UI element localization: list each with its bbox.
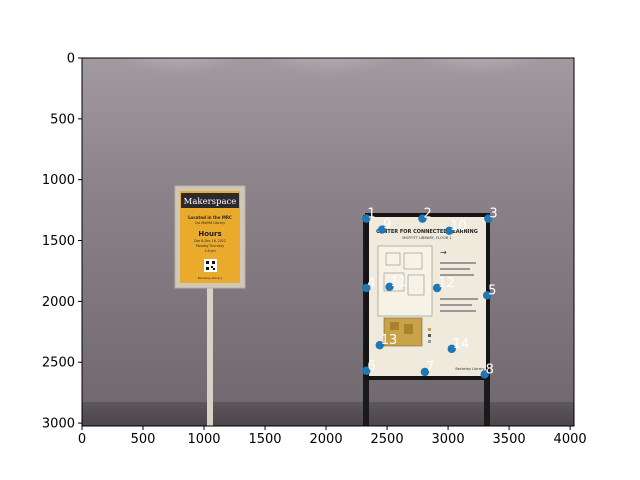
light-spot [240, 58, 420, 129]
light-spot [100, 58, 260, 124]
x-tick-label: 0 [78, 432, 86, 447]
sign-pole [207, 285, 213, 426]
scatter-point-8 [480, 370, 489, 379]
scatter-point-5 [482, 291, 492, 300]
x-tick-label: 2000 [310, 432, 343, 447]
x-tick-label: 500 [131, 432, 156, 447]
scatter-point-4 [362, 283, 371, 293]
y-tick-label: 2500 [42, 356, 75, 371]
sign-line1: Located in the MRC [188, 215, 232, 220]
arrow-icon: → [440, 248, 447, 257]
x-tick-label: 4000 [554, 432, 587, 447]
x-tick-label: 1500 [248, 432, 281, 447]
learning-center-sign: CENTER FOR CONNECTED LEARNING MOFFITT LI… [363, 213, 490, 426]
x-tick-label: 2500 [371, 432, 404, 447]
floor-plan [377, 245, 433, 317]
point-label-9: 9 [383, 218, 391, 233]
scatter-point-14 [447, 344, 456, 354]
point-label-3: 3 [489, 207, 497, 222]
point-label-13: 13 [381, 333, 398, 348]
x-axis: 0 500 1000 1500 2000 2500 3000 3500 4000 [78, 426, 587, 447]
scatter-point-7 [420, 367, 430, 377]
y-tick-label: 1000 [42, 173, 75, 188]
sign-hours-heading: Hours [198, 230, 221, 238]
sign-hours-dates: Dec 6-Dec 16, 2022 [194, 239, 226, 243]
point-label-14: 14 [453, 337, 470, 352]
map-subtitle: MOFFITT LIBRARY, FLOOR 1 [402, 236, 451, 240]
scatter-point-2 [418, 214, 427, 223]
y-tick-label: 3000 [42, 417, 75, 432]
y-axis: 0 500 1000 1500 2000 2500 3000 [42, 52, 82, 432]
qr-code [204, 259, 217, 272]
y-tick-label: 2000 [42, 295, 75, 310]
point-label-8: 8 [486, 362, 494, 377]
scatter-point-11 [385, 282, 394, 291]
floor [82, 402, 574, 426]
point-label-4: 4 [367, 276, 375, 291]
point-label-11: 11 [391, 275, 408, 290]
plot-frame [81, 57, 575, 427]
sign-footer: Berkeley Library [198, 276, 223, 280]
sign-title-bar [181, 193, 239, 208]
sign-hours-days: Monday-Thursday [196, 244, 224, 248]
point-label-1: 1 [367, 207, 375, 222]
point-label-5: 5 [488, 283, 496, 298]
y-tick-label: 0 [67, 52, 75, 67]
scatter-point-3 [484, 214, 493, 223]
points-layer: 1 2 39 104 11 12 513 146 7 8 [362, 207, 498, 379]
sign-line2: 1st Moffitt Library [195, 221, 225, 225]
scatter-point-6 [362, 366, 371, 375]
point-label-7: 7 [426, 360, 434, 375]
map-footer: Berkeley Library [455, 367, 485, 371]
point-label-10: 10 [450, 219, 467, 234]
photo-image: Makerspace Located in the MRC 1st Moffit… [82, 58, 574, 426]
y-tick-label: 500 [50, 112, 75, 127]
point-label-2: 2 [423, 207, 431, 222]
sign-hours-time: 1-6 pm [204, 249, 215, 253]
point-label-6: 6 [367, 359, 375, 374]
y-tick-label: 1500 [42, 234, 75, 249]
point-label-12: 12 [438, 276, 455, 291]
sign-title: Makerspace [184, 197, 237, 207]
scatter-point-13 [375, 340, 384, 350]
x-tick-label: 3500 [493, 432, 526, 447]
map-title: CENTER FOR CONNECTED LEARNING [376, 229, 478, 235]
x-tick-label: 1000 [187, 432, 220, 447]
light-spot [395, 58, 565, 124]
makerspace-sign: Makerspace Located in the MRC 1st Moffit… [174, 185, 246, 426]
x-tick-label: 3000 [432, 432, 465, 447]
scatter-point-12 [432, 283, 442, 293]
scatter-point-1 [362, 214, 371, 223]
scatter-point-9 [377, 225, 387, 234]
scatter-point-10 [445, 226, 454, 236]
